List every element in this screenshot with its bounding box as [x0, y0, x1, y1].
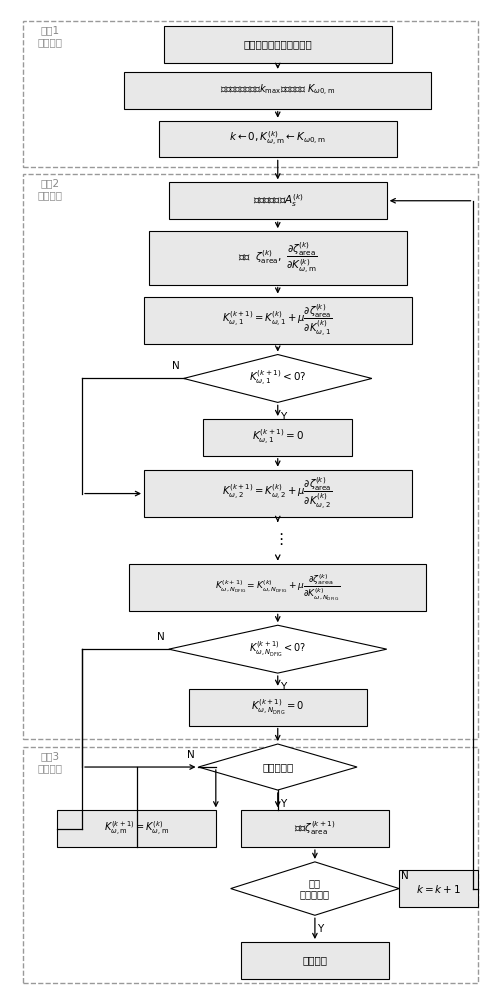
- Text: 构建状态矩阵$A_s^{(k)}$: 构建状态矩阵$A_s^{(k)}$: [253, 192, 303, 209]
- Text: Y: Y: [280, 412, 286, 422]
- FancyBboxPatch shape: [57, 810, 216, 847]
- Text: $K_{\omega,1}^{(k+1)}<0?$: $K_{\omega,1}^{(k+1)}<0?$: [249, 369, 307, 388]
- Text: Y: Y: [280, 799, 286, 809]
- FancyBboxPatch shape: [399, 870, 478, 907]
- FancyBboxPatch shape: [144, 297, 411, 344]
- Text: 输出结果: 输出结果: [303, 955, 328, 965]
- Text: 求解  $\zeta_\mathrm{area}^{(k)},\ \dfrac{\partial \zeta_\mathrm{area}^{(k)}}{\par: 求解 $\zeta_\mathrm{area}^{(k)},\ \dfrac{\…: [238, 241, 318, 275]
- Polygon shape: [169, 625, 387, 673]
- FancyBboxPatch shape: [240, 942, 389, 979]
- Text: 满足
终止条件？: 满足 终止条件？: [300, 878, 330, 899]
- Polygon shape: [183, 355, 372, 402]
- Polygon shape: [198, 744, 357, 790]
- Text: 步骤2: 步骤2: [40, 178, 60, 188]
- FancyBboxPatch shape: [188, 689, 367, 726]
- Text: N: N: [187, 750, 195, 760]
- Text: N: N: [172, 361, 180, 371]
- Text: 步骤1: 步骤1: [40, 25, 60, 35]
- Text: N: N: [157, 632, 165, 642]
- FancyBboxPatch shape: [124, 72, 431, 109]
- Text: $K_{\omega,\mathrm{m}}^{(k+1)}=K_{\omega,\mathrm{m}}^{(k)}$: $K_{\omega,\mathrm{m}}^{(k+1)}=K_{\omega…: [104, 820, 169, 838]
- Text: 设置最大迭代次数$k_\mathrm{max}$，选取初值 $K_{\omega0,\mathrm{m}}$: 设置最大迭代次数$k_\mathrm{max}$，选取初值 $K_{\omega…: [220, 83, 336, 98]
- Text: Y: Y: [317, 924, 323, 934]
- FancyBboxPatch shape: [159, 121, 397, 157]
- Text: $k=k+1$: $k=k+1$: [416, 883, 461, 895]
- Text: $K_{\omega,1}^{(k+1)}=0$: $K_{\omega,1}^{(k+1)}=0$: [252, 428, 304, 447]
- FancyBboxPatch shape: [169, 182, 387, 219]
- Text: $K_{\omega,N_\mathrm{DFIG}}^{(k+1)}=0$: $K_{\omega,N_\mathrm{DFIG}}^{(k+1)}=0$: [251, 698, 305, 717]
- FancyBboxPatch shape: [203, 419, 352, 456]
- FancyBboxPatch shape: [240, 810, 389, 847]
- Text: $K_{\omega,1}^{(k+1)}=K_{\omega,1}^{(k)}+\mu\dfrac{\partial \zeta_\mathrm{area}^: $K_{\omega,1}^{(k+1)}=K_{\omega,1}^{(k)}…: [222, 303, 333, 338]
- Text: N: N: [401, 871, 409, 881]
- Text: $K_{\omega,N_\mathrm{DFIG}}^{(k+1)}<0?$: $K_{\omega,N_\mathrm{DFIG}}^{(k+1)}<0?$: [249, 640, 307, 659]
- Text: $\vdots$: $\vdots$: [273, 531, 283, 547]
- Text: 终止判定: 终止判定: [38, 763, 62, 773]
- Text: $K_{\omega,N_\mathrm{DFIG}}^{(k+1)}=K_{\omega,N_\mathrm{DFIG}}^{(k)}+\mu\dfrac{\: $K_{\omega,N_\mathrm{DFIG}}^{(k+1)}=K_{\…: [215, 572, 340, 603]
- Text: 求解$\zeta_\mathrm{area}^{(k+1)}$: 求解$\zeta_\mathrm{area}^{(k+1)}$: [294, 820, 336, 837]
- Text: 数据准备: 数据准备: [38, 37, 62, 47]
- FancyBboxPatch shape: [129, 564, 426, 611]
- FancyBboxPatch shape: [149, 231, 407, 285]
- FancyBboxPatch shape: [164, 26, 392, 63]
- Text: Y: Y: [280, 682, 286, 692]
- Polygon shape: [230, 862, 399, 915]
- Text: $K_{\omega,2}^{(k+1)}=K_{\omega,2}^{(k)}+\mu\dfrac{\partial \zeta_\mathrm{area}^: $K_{\omega,2}^{(k+1)}=K_{\omega,2}^{(k)}…: [222, 476, 333, 511]
- FancyBboxPatch shape: [144, 470, 411, 517]
- Text: 迭代求解: 迭代求解: [38, 190, 62, 200]
- Text: 原始数据及潮流结果输入: 原始数据及潮流结果输入: [243, 39, 312, 49]
- Text: 满足约束？: 满足约束？: [262, 762, 294, 772]
- Text: 步骤3: 步骤3: [40, 751, 60, 761]
- Text: $k \leftarrow 0, K_{\omega,\mathrm{m}}^{(k)} \leftarrow K_{\omega0,\mathrm{m}}$: $k \leftarrow 0, K_{\omega,\mathrm{m}}^{…: [229, 130, 326, 148]
